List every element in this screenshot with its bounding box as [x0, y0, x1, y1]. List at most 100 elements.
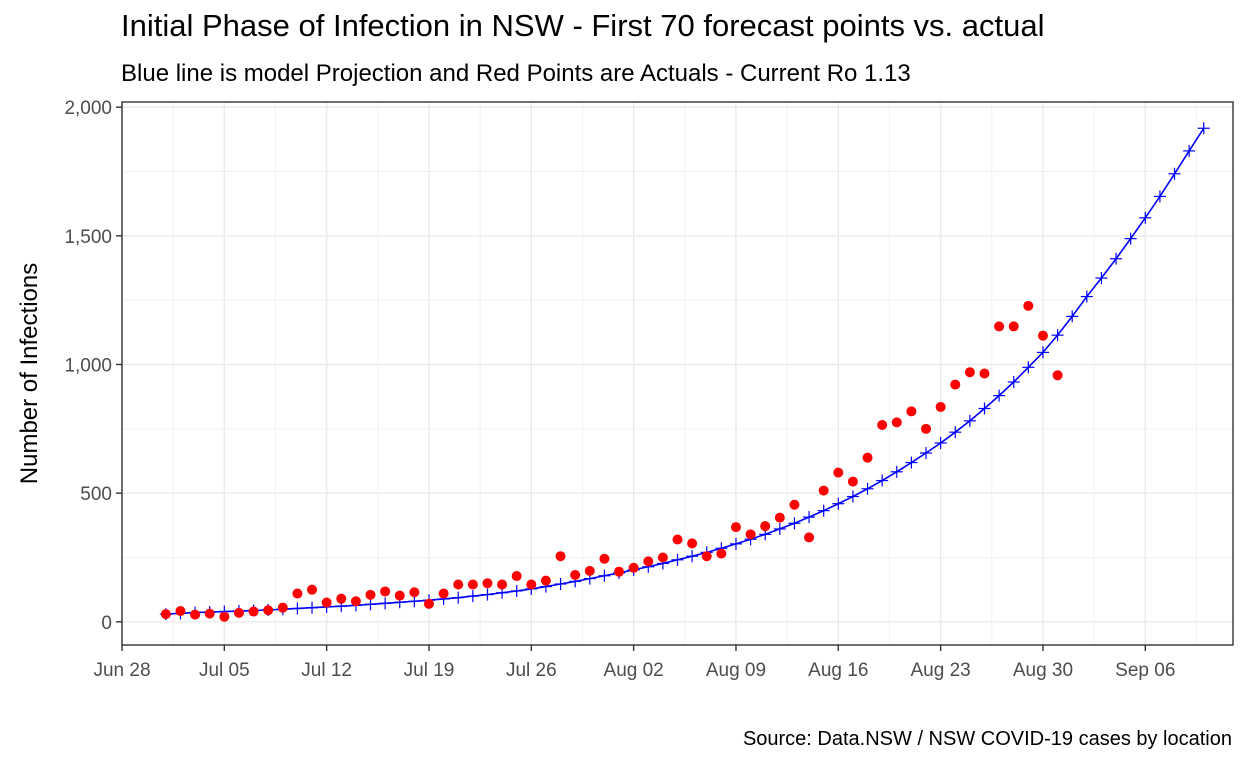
actual-point [365, 589, 376, 600]
actual-point [906, 406, 917, 417]
y-axis-title: Number of Infections [16, 263, 43, 484]
y-tick-label: 2,000 [64, 98, 112, 119]
x-tick-label: Aug 02 [604, 660, 664, 681]
projection-marker [1007, 375, 1020, 388]
projection-marker [963, 414, 976, 427]
projection-marker [510, 584, 523, 597]
actual-point [307, 584, 318, 595]
actual-point [774, 512, 785, 523]
actual-point [716, 548, 727, 559]
actual-point [657, 552, 668, 563]
projection-marker [949, 426, 962, 439]
actual-point [292, 588, 303, 599]
x-tick-label: Sep 06 [1115, 660, 1175, 681]
chart-subtitle: Blue line is model Projection and Red Po… [121, 60, 911, 87]
actual-point [277, 602, 288, 613]
x-tick-label: Jun 28 [93, 660, 150, 681]
actual-point [877, 419, 888, 430]
actual-point [453, 579, 464, 590]
x-tick-label: Aug 30 [1013, 660, 1073, 681]
actual-point [380, 586, 391, 597]
actual-point [482, 578, 493, 589]
y-tick-label: 0 [101, 613, 112, 634]
actual-point [1037, 330, 1048, 341]
projection-marker [598, 569, 611, 582]
x-tick-label: Jul 05 [199, 660, 250, 681]
projection-marker [1183, 144, 1196, 157]
projection-marker [408, 595, 421, 608]
y-tick-label: 500 [80, 484, 112, 505]
projection-marker [554, 578, 567, 591]
actual-point [394, 590, 405, 601]
x-tick-label: Jul 19 [404, 660, 455, 681]
projection-marker [803, 511, 816, 524]
projection-marker [1095, 272, 1108, 285]
projection-marker [452, 591, 465, 604]
actual-point [628, 562, 639, 573]
projection-marker [890, 465, 903, 478]
actual-point [570, 570, 581, 581]
actual-point [584, 565, 595, 576]
actual-point [847, 476, 858, 487]
actual-point [891, 417, 902, 428]
actual-point [643, 556, 654, 567]
actual-point [701, 551, 712, 562]
projection-marker [1110, 252, 1123, 265]
projection-marker [846, 490, 859, 503]
actual-point [950, 379, 961, 390]
x-tick-label: Jul 26 [506, 660, 557, 681]
projection-marker [861, 482, 874, 495]
projection-marker [1124, 232, 1137, 245]
actual-point [730, 522, 741, 533]
projection-marker [934, 436, 947, 449]
panel-border [121, 101, 1234, 646]
projection-marker [1066, 310, 1079, 323]
projection-marker [1080, 290, 1093, 303]
chart-caption: Source: Data.NSW / NSW COVID-19 cases by… [742, 728, 1232, 750]
actual-point [789, 499, 800, 510]
actual-point [219, 611, 230, 622]
actual-point [745, 529, 756, 540]
actual-point [321, 597, 332, 608]
projection-marker [788, 517, 801, 530]
x-tick-label: Aug 23 [911, 660, 971, 681]
projection-marker [876, 474, 889, 487]
actual-point [409, 587, 420, 598]
plot-area [159, 122, 1210, 622]
y-tick-label: 1,500 [64, 227, 112, 248]
x-tick-label: Jul 12 [301, 660, 352, 681]
actual-point [350, 596, 361, 607]
projection-marker [978, 402, 991, 415]
actual-point [438, 588, 449, 599]
actual-point [833, 467, 844, 478]
actual-point [160, 609, 171, 620]
projection-marker [905, 456, 918, 469]
actual-point [1008, 321, 1019, 332]
actual-point [511, 571, 522, 582]
actual-point [1023, 300, 1034, 311]
actual-point [540, 575, 551, 586]
actual-point [979, 368, 990, 379]
actual-point [1052, 370, 1063, 381]
actual-point [175, 606, 186, 617]
projection-marker [1153, 190, 1166, 203]
actual-point [263, 605, 274, 616]
projection-marker [773, 522, 786, 535]
projection-marker [481, 588, 494, 601]
actual-point [497, 579, 508, 590]
projection-marker [1051, 329, 1064, 342]
chart-title: Initial Phase of Infection in NSW - Firs… [121, 8, 1045, 43]
actual-point [467, 579, 478, 590]
projection-marker [1197, 122, 1210, 135]
actual-point [818, 485, 829, 496]
projection-marker [466, 590, 479, 603]
actual-point [204, 608, 215, 619]
actual-point [672, 534, 683, 545]
actual-point [804, 532, 815, 543]
projection-marker [306, 601, 319, 614]
projection-marker [671, 553, 684, 566]
projection-marker [832, 497, 845, 510]
y-tick-label: 1,000 [64, 355, 112, 376]
axes: Jun 28 Jul 05 Jul 12 Jul 19 Jul 26 Aug 02 Aug … [16, 98, 1234, 681]
